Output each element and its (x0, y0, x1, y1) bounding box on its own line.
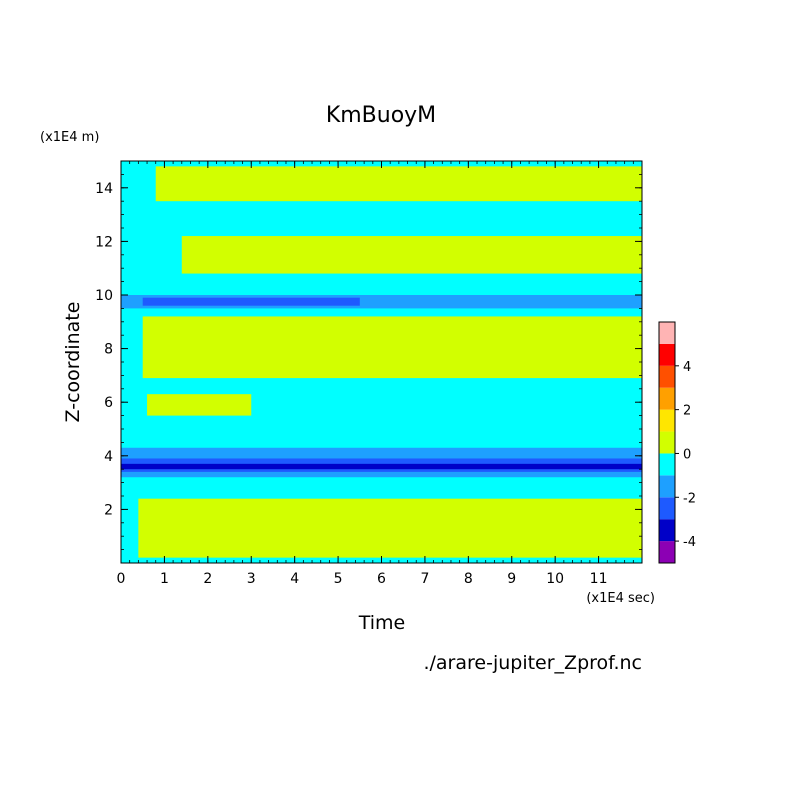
colorbar: -4 -2 0 2 4 (658, 321, 696, 564)
y-axis-label: Z-coordinate (62, 302, 84, 423)
colorbar-swatch-3 (659, 475, 675, 498)
y-tick-label: 12 (95, 234, 113, 250)
colorbar-swatch-2 (659, 497, 675, 520)
colorbar-tick-label: 2 (683, 404, 691, 419)
x-tick-label: 3 (247, 571, 256, 587)
colorbar-swatch-8 (659, 365, 675, 388)
x-tick-label: 1 (160, 571, 169, 587)
colorbar-tick-label: 4 (683, 360, 691, 375)
x-tick-label: 5 (334, 571, 343, 587)
contour-band-8 (121, 463, 642, 470)
colorbar-tick-label: -2 (683, 491, 696, 506)
x-tick-label: 9 (507, 571, 516, 587)
x-axis: 0 1 2 3 4 5 6 7 8 9 10 11 (117, 161, 643, 587)
plot-area (121, 161, 642, 563)
colorbar-swatch-1 (659, 519, 675, 542)
contour-band-3 (142, 297, 360, 306)
y-tick-label: 4 (104, 449, 113, 465)
colorbar-frame (658, 321, 676, 564)
x-tick-label: 6 (377, 571, 386, 587)
source-file-label: ./arare-jupiter_Zprof.nc (423, 652, 642, 674)
colorbar-swatch-10 (659, 322, 675, 344)
y-tick-label: 2 (104, 502, 113, 518)
y-axis: 2 4 6 8 10 12 14 (95, 160, 642, 564)
y-unit-label: (x1E4 m) (40, 130, 99, 145)
contour-band-5 (147, 394, 252, 416)
colorbar-swatch-5 (659, 431, 675, 454)
contour-band-0 (155, 166, 642, 202)
x-tick-label: 10 (546, 571, 564, 587)
x-tick-label: 11 (590, 571, 608, 587)
y-tick-label: 14 (95, 181, 113, 197)
contour-band-9 (138, 498, 642, 558)
colorbar-swatch-7 (659, 387, 675, 410)
x-tick-label: 8 (464, 571, 473, 587)
y-tick-label: 6 (104, 395, 113, 411)
x-axis-label: Time (358, 612, 406, 634)
colorbar-swatch-4 (659, 453, 675, 476)
x-tick-label: 0 (117, 571, 126, 587)
x-tick-label: 2 (203, 571, 212, 587)
contour-bands (121, 166, 642, 558)
y-tick-label: 8 (104, 342, 113, 358)
contour-band-1 (181, 236, 642, 274)
colorbar-tick-label: -4 (683, 535, 696, 550)
y-tick-label: 10 (95, 288, 113, 304)
contour-band-4 (142, 316, 642, 379)
colorbar-tick-label: 0 (683, 447, 691, 462)
x-tick-label: 7 (420, 571, 429, 587)
x-unit-label: (x1E4 sec) (586, 591, 655, 606)
colorbar-swatch-9 (659, 343, 675, 366)
chart-title: KmBuoyM (326, 103, 436, 128)
colorbar-swatch-0 (659, 541, 675, 563)
x-tick-label: 4 (290, 571, 299, 587)
colorbar-swatch-6 (659, 409, 675, 432)
